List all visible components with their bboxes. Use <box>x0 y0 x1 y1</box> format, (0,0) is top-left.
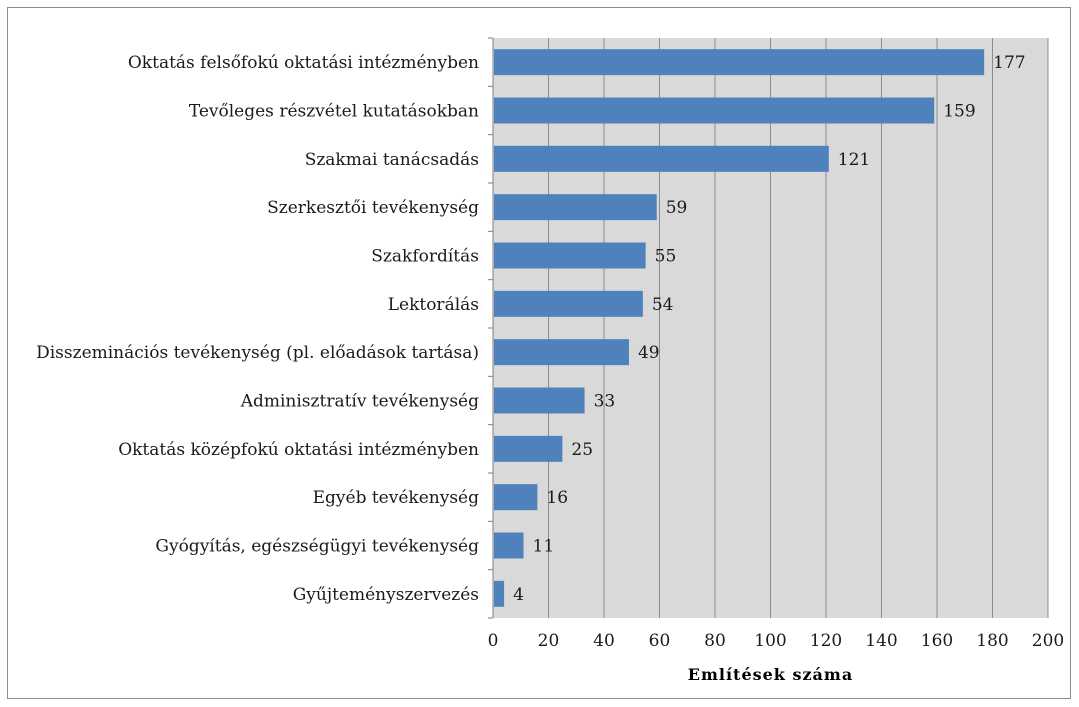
x-axis-ticks: 0 20 40 60 80 100 120 140 160 180 200 <box>488 631 1065 651</box>
data-label: 16 <box>546 488 568 508</box>
x-tick-label: 20 <box>538 631 560 651</box>
x-tick-label: 200 <box>1032 631 1064 651</box>
bar <box>494 580 505 607</box>
value-labels: 177 159 121 59 55 54 49 33 25 16 11 4 <box>513 53 1026 605</box>
data-label: 55 <box>655 247 677 267</box>
bar <box>494 532 524 559</box>
category-label: Szerkesztői tevékenység <box>267 198 479 218</box>
x-tick-label: 160 <box>921 631 953 651</box>
data-label: 4 <box>513 585 524 605</box>
x-tick-label: 0 <box>488 631 499 651</box>
data-label: 49 <box>638 343 660 363</box>
category-label: Gyűjteményszervezés <box>293 585 479 605</box>
x-tick-label: 140 <box>865 631 897 651</box>
data-label: 59 <box>666 198 688 218</box>
x-tick-label: 40 <box>593 631 615 651</box>
bar <box>494 435 563 462</box>
x-tick-label: 180 <box>976 631 1008 651</box>
x-tick-label: 100 <box>754 631 786 651</box>
data-label: 11 <box>533 537 555 557</box>
bar <box>494 484 538 511</box>
category-labels: Oktatás felsőfokú oktatási intézményben T… <box>36 53 479 605</box>
x-axis-title: Említések száma <box>688 665 853 684</box>
bars <box>494 49 985 607</box>
data-label: 121 <box>838 150 870 170</box>
bar <box>494 145 829 172</box>
data-label: 33 <box>594 392 616 412</box>
x-tick-label: 120 <box>810 631 842 651</box>
category-label: Szakfordítás <box>371 247 479 267</box>
bar <box>494 339 629 366</box>
category-label: Szakmai tanácsadás <box>305 150 479 170</box>
bar <box>494 290 643 317</box>
category-label: Disszeminációs tevékenység (pl. előadáso… <box>36 343 479 363</box>
bar <box>494 387 585 414</box>
bar <box>494 97 935 124</box>
data-label: 159 <box>943 102 975 122</box>
bar <box>494 242 646 269</box>
data-label: 177 <box>993 53 1025 73</box>
category-label: Tevőleges részvétel kutatásokban <box>189 102 479 122</box>
data-label: 25 <box>571 440 593 460</box>
category-label: Oktatás felsőfokú oktatási intézményben <box>128 53 479 73</box>
x-tick-label: 80 <box>704 631 726 651</box>
category-label: Lektorálás <box>388 295 479 315</box>
bar <box>494 49 985 76</box>
x-tick-label: 60 <box>649 631 671 651</box>
category-label: Oktatás középfokú oktatási intézményben <box>118 440 479 460</box>
category-label: Gyógyítás, egészségügyi tevékenység <box>155 537 479 557</box>
bar <box>494 194 657 221</box>
plot-area <box>488 37 1049 619</box>
category-label: Adminisztratív tevékenység <box>240 392 479 412</box>
data-label: 54 <box>652 295 674 315</box>
category-label: Egyéb tevékenység <box>313 488 479 508</box>
